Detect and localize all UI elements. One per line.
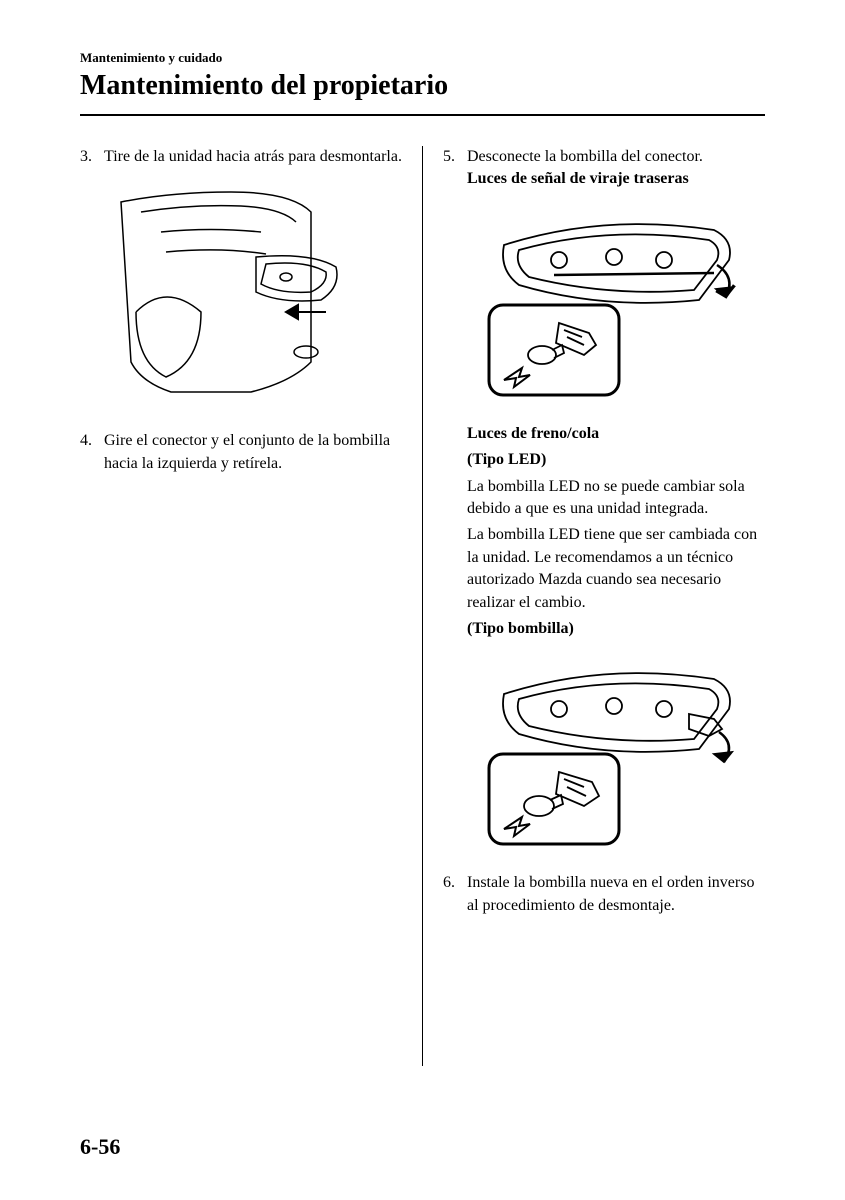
led-type-label: (Tipo LED) xyxy=(467,449,765,471)
title-rule xyxy=(80,114,765,116)
step-text: Tire de la unidad hacia atrás para desmo… xyxy=(104,146,402,168)
step-number: 5. xyxy=(443,146,467,191)
step-number: 3. xyxy=(80,146,104,168)
led-para-1: La bombilla LED no se puede cambiar sola… xyxy=(467,476,765,521)
step-5: 5. Desconecte la bombilla del conector. … xyxy=(443,146,765,191)
step-number: 6. xyxy=(443,872,467,917)
right-column: 5. Desconecte la bombilla del conector. … xyxy=(423,146,765,1066)
step-number: 4. xyxy=(80,430,104,475)
diagram-taillight-brake xyxy=(443,654,765,854)
left-column: 3. Tire de la unidad hacia atrás para de… xyxy=(80,146,422,1066)
page-header: Mantenimiento y cuidado Mantenimiento de… xyxy=(80,50,765,116)
breadcrumb: Mantenimiento y cuidado xyxy=(80,50,765,66)
step-6: 6. Instale la bombilla nueva en el orden… xyxy=(443,872,765,917)
step-4: 4. Gire el conector y el conjunto de la … xyxy=(80,430,402,475)
step-text: Instale la bombilla nueva en el orden in… xyxy=(467,872,765,917)
step5-text: Desconecte la bombilla del conector. xyxy=(467,148,703,165)
step-text: Gire el conector y el conjunto de la bom… xyxy=(104,430,402,475)
led-para-2: La bombilla LED tiene que ser cambiada c… xyxy=(467,524,765,614)
page-number: 6-56 xyxy=(80,1134,120,1160)
brake-heading: Luces de freno/cola xyxy=(467,423,765,445)
step-text: Desconecte la bombilla del conector. Luc… xyxy=(467,146,765,191)
step5-bold: Luces de señal de viraje traseras xyxy=(467,170,689,187)
bulb-type-label: (Tipo bombilla) xyxy=(467,618,765,640)
step-3: 3. Tire de la unidad hacia atrás para de… xyxy=(80,146,402,168)
content-columns: 3. Tire de la unidad hacia atrás para de… xyxy=(80,146,765,1066)
page-title: Mantenimiento del propietario xyxy=(80,70,765,102)
diagram-car-rear xyxy=(80,182,402,412)
diagram-taillight-turn xyxy=(443,205,765,405)
